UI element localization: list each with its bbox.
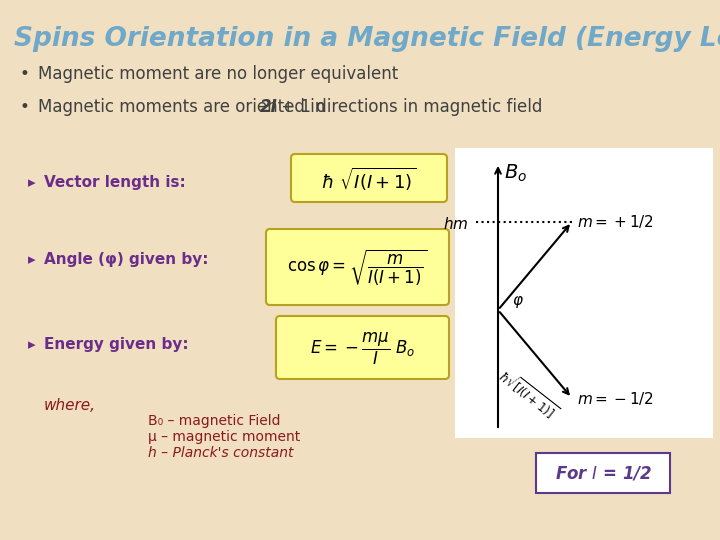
Text: $E = -\dfrac{m\mu}{I}\ B_o$: $E = -\dfrac{m\mu}{I}\ B_o$: [310, 330, 415, 367]
FancyBboxPatch shape: [276, 316, 449, 379]
Text: B₀ – magnetic Field: B₀ – magnetic Field: [148, 414, 281, 428]
Text: $hm$: $hm$: [443, 216, 469, 232]
Bar: [455, 148, 713, 438]
Text: h – Planck's constant: h – Planck's constant: [148, 446, 294, 460]
Text: Angle (φ) given by:: Angle (φ) given by:: [44, 252, 209, 267]
Text: Spins Orientation in a Magnetic Field (Energy Levels): Spins Orientation in a Magnetic Field (E…: [14, 26, 720, 52]
Text: + 1 directions in magnetic field: + 1 directions in magnetic field: [276, 98, 542, 116]
Text: $B_o$: $B_o$: [504, 163, 527, 184]
FancyBboxPatch shape: [266, 229, 449, 305]
Text: ▸: ▸: [28, 252, 35, 267]
Text: ▸: ▸: [28, 175, 35, 190]
Text: $\varphi$: $\varphi$: [512, 294, 524, 310]
Text: $m = +1/2$: $m = +1/2$: [577, 213, 654, 231]
Text: $\hbar\ \sqrt{I(I+1)}$: $\hbar\ \sqrt{I(I+1)}$: [321, 165, 417, 193]
Text: •: •: [20, 65, 30, 83]
Text: Energy given by:: Energy given by:: [44, 337, 189, 352]
Text: 2Ⅰ: 2Ⅰ: [260, 98, 278, 116]
Text: $\cos\varphi = \sqrt{\dfrac{m}{I(I+1)}}$: $\cos\varphi = \sqrt{\dfrac{m}{I(I+1)}}$: [287, 248, 428, 288]
Text: where,: where,: [44, 398, 96, 413]
Text: Vector length is:: Vector length is:: [44, 175, 186, 190]
FancyBboxPatch shape: [291, 154, 447, 202]
Text: μ – magnetic moment: μ – magnetic moment: [148, 430, 300, 444]
Text: $m = -1/2$: $m = -1/2$: [577, 389, 654, 407]
Text: Magnetic moments are oriented in: Magnetic moments are oriented in: [38, 98, 330, 116]
Text: •: •: [20, 98, 30, 116]
Text: For $\mathit{I}$ = 1/2: For $\mathit{I}$ = 1/2: [554, 464, 652, 482]
Text: ▸: ▸: [28, 337, 35, 352]
Text: Magnetic moment are no longer equivalent: Magnetic moment are no longer equivalent: [38, 65, 398, 83]
Text: $\hbar\sqrt{[I(I+1)]}$: $\hbar\sqrt{[I(I+1)]}$: [495, 364, 562, 423]
FancyBboxPatch shape: [536, 453, 670, 493]
